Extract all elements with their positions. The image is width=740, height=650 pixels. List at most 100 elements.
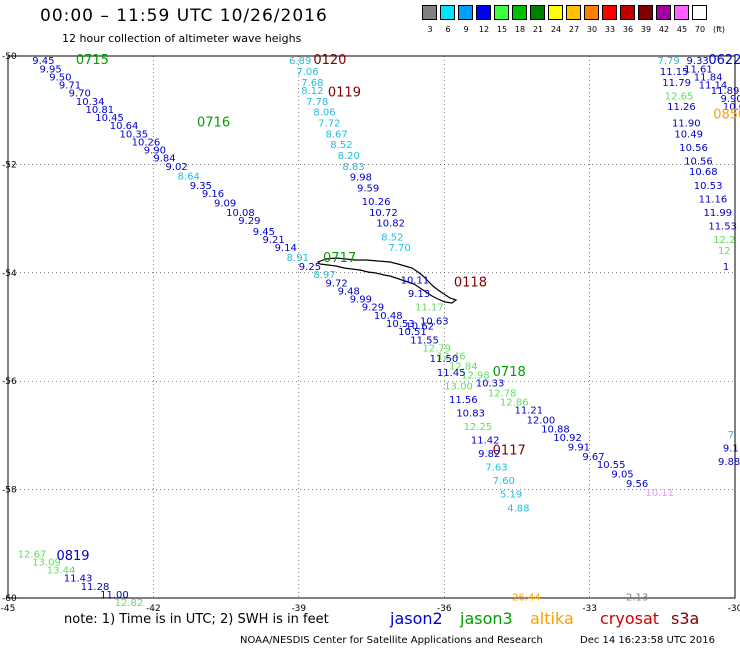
swh-observation: 8.67 [325,129,347,140]
legend-label: 27 [568,25,580,34]
swh-observation: 6.89 [289,56,311,67]
swh-observation: 10.33 [476,379,505,390]
swh-observation: 9.70 [69,89,91,100]
lon-tick-label: -45 [1,604,16,614]
swh-observation: 7.06 [296,67,318,78]
swh-observation: 7.63 [485,463,507,474]
pass-label: 0850 [713,107,740,122]
south-georgia-coastline [316,257,458,304]
swh-observation: 12 [718,246,731,257]
legend-swatch [440,5,455,20]
lat-tick-label: -58 [2,486,17,496]
swh-observation: 10.62 [405,322,434,333]
swh-observation: 10.72 [369,208,398,219]
swh-observation: 12.25 [464,422,493,433]
swh-observation: 7.68 [301,78,323,89]
map-frame [7,55,736,599]
swh-observation: 11.45 [437,368,466,379]
note-text: note: 1) Time is in UTC; 2) SWH is in fe… [64,612,329,627]
lon-tick-label: -36 [437,604,452,614]
legend-label: 15 [496,25,508,34]
legend-swatch [638,5,653,20]
swh-observation: 9.98 [350,173,372,184]
swh-observation: 12.00 [527,415,556,426]
lat-tick-label: -50 [2,52,17,62]
swh-observation: 1 [723,262,729,273]
pass-label: 0622 [708,53,740,68]
pass-label: 0715 [76,53,109,68]
swh-observation: 9.91 [568,443,590,454]
swh-observation: 9.67 [582,452,604,463]
legend-label: 12 [478,25,490,34]
satellite-name-jason2: jason2 [390,609,443,628]
swh-observation: 10.68 [689,167,718,178]
swh-observation: 7.72 [318,118,340,129]
swh-observation: 9.72 [325,278,347,289]
swh-observation: 11.55 [410,335,439,346]
swh-observation: 11.42 [471,436,500,447]
swh-observation: 9.88 [718,457,740,468]
legend-swatch [512,5,527,20]
credit-date: Dec 14 16:23:58 UTC 2016 [580,635,715,646]
swh-observation: 26.44 [512,593,541,604]
swh-observation: 13.44 [47,566,76,577]
swh-observation: 11.17 [415,303,444,314]
legend-swatch [548,5,563,20]
swh-observation: 9.02 [166,162,188,173]
swh-observation: 10.34 [76,97,105,108]
legend-label: 18 [514,25,526,34]
swh-observation: 10.51 [398,327,427,338]
swh-observation: 8.12 [301,86,323,97]
swh-observation: 12.78 [488,388,517,399]
swh-observation: 11.61 [684,64,713,75]
swh-observation: 10.26 [132,137,161,148]
swh-observation: 10.56 [679,143,708,154]
pass-label: 0718 [493,365,526,380]
swh-observation: 8.20 [338,151,360,162]
credit-text: NOAA/NESDIS Center for Satellite Applica… [240,635,543,646]
legend-swatch [494,5,509,20]
swh-observation: 10.92 [553,433,582,444]
lon-tick-label: -39 [291,604,306,614]
legend-label: 42 [658,25,670,34]
swh-observation: 10.63 [420,316,449,327]
swh-observation: 9.90 [144,146,166,157]
pass-label: 0819 [56,549,89,564]
legend-swatch [602,5,617,20]
lon-tick-label: -30 [728,604,740,614]
lon-tick-label: -42 [146,604,161,614]
swh-observation: 9.48 [338,286,360,297]
swh-observation: 11.99 [703,208,732,219]
swh-observation: 9.56 [626,479,648,490]
legend-label: 21 [532,25,544,34]
pass-label: 0716 [197,115,230,130]
lat-tick-label: -54 [2,269,17,279]
swh-observation: 12.79 [422,343,451,354]
swh-observation: 10.26 [362,197,391,208]
swh-observation: 9.09 [214,199,236,210]
swh-observation: 13.09 [32,557,61,568]
legend-label: 39 [640,25,652,34]
lon-tick-label: -33 [582,604,597,614]
swh-observation: 9.95 [40,64,62,75]
map-subtitle: 12 hour collection of altimeter wave hei… [62,32,302,45]
swh-observation: 10.49 [674,129,703,140]
swh-observation: 11.15 [660,67,689,78]
swh-observation: 9.29 [362,303,384,314]
legend-label: 33 [604,25,616,34]
swh-observation: 11.84 [694,72,723,83]
swh-observation: 9.21 [262,235,284,246]
swh-observation: 11.16 [699,194,728,205]
swh-observation: 5.19 [500,490,522,501]
swh-observation: 9.45 [32,56,54,67]
swh-observation: 7.79 [657,56,679,67]
swh-observation: 12.98 [461,370,490,381]
legend-swatch [584,5,599,20]
map-title: 00:00 – 11:59 UTC 10/26/2016 [40,6,328,26]
swh-observation: 12.65 [665,91,694,102]
swh-observation: 11.53 [708,221,737,232]
swh-observation: 12.82 [115,598,144,609]
swh-observation: 10.56 [684,156,713,167]
legend-label: 6 [445,25,451,34]
